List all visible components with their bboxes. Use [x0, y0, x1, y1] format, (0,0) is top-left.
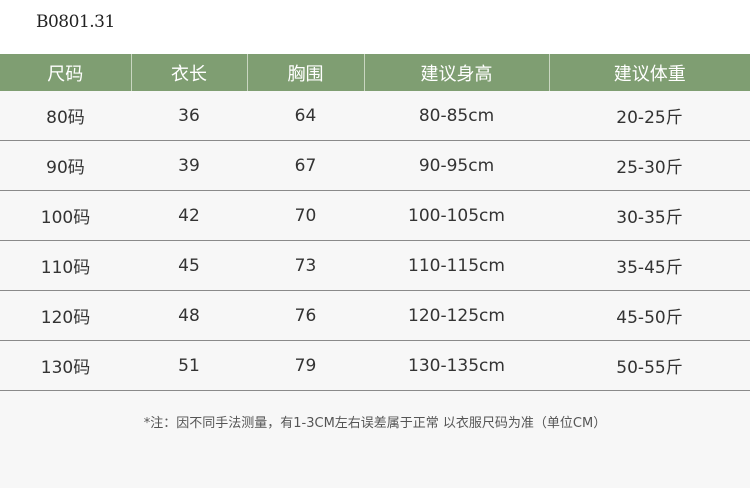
- cell-length: 42: [131, 190, 247, 241]
- table-row: 100码 42 70 100-105cm 30-35斤: [0, 190, 750, 241]
- table-row: 110码 45 73 110-115cm 35-45斤: [0, 240, 750, 291]
- cell-chest: 64: [247, 91, 364, 141]
- footnote: *注：因不同手法测量，有1-3CM左右误差属于正常 以衣服尺码为准（单位CM）: [143, 416, 607, 431]
- size-chart-table: 尺码 衣长 胸围 建议身高 建议体重 80码 36 64 80-85cm 20-25斤 9…: [0, 54, 750, 391]
- cell-weight: 35-45斤: [549, 240, 750, 291]
- cell-size: 100码: [0, 190, 131, 241]
- top-band: B0801.31: [0, 0, 750, 54]
- cell-weight: 25-30斤: [549, 140, 750, 191]
- header-length: 衣长: [130, 54, 247, 91]
- header-height: 建议身高: [363, 54, 549, 91]
- cell-height: 100-105cm: [364, 190, 549, 241]
- header-weight: 建议体重: [548, 54, 750, 91]
- cell-height: 90-95cm: [364, 140, 549, 191]
- cell-height: 130-135cm: [364, 340, 549, 391]
- cell-chest: 73: [247, 240, 364, 291]
- cell-size: 120码: [0, 290, 131, 341]
- cell-length: 48: [131, 290, 247, 341]
- cell-weight: 20-25斤: [549, 91, 750, 141]
- product-code: B0801.31: [36, 12, 115, 32]
- cell-height: 80-85cm: [364, 91, 549, 141]
- cell-weight: 50-55斤: [549, 340, 750, 391]
- table-row: 130码 51 79 130-135cm 50-55斤: [0, 340, 750, 391]
- cell-chest: 70: [247, 190, 364, 241]
- header-size: 尺码: [0, 54, 131, 91]
- table-row: 80码 36 64 80-85cm 20-25斤: [0, 91, 750, 141]
- cell-size: 80码: [0, 91, 131, 141]
- header-chest: 胸围: [246, 54, 364, 91]
- cell-length: 39: [131, 140, 247, 191]
- cell-size: 130码: [0, 340, 131, 391]
- cell-chest: 67: [247, 140, 364, 191]
- cell-chest: 76: [247, 290, 364, 341]
- table-row: 90码 39 67 90-95cm 25-30斤: [0, 140, 750, 191]
- cell-length: 45: [131, 240, 247, 291]
- cell-length: 36: [131, 91, 247, 141]
- cell-weight: 30-35斤: [549, 190, 750, 241]
- cell-height: 110-115cm: [364, 240, 549, 291]
- cell-length: 51: [131, 340, 247, 391]
- cell-size: 90码: [0, 140, 131, 191]
- cell-chest: 79: [247, 340, 364, 391]
- table-row: 120码 48 76 120-125cm 45-50斤: [0, 290, 750, 341]
- table-header-row: 尺码 衣长 胸围 建议身高 建议体重: [0, 54, 750, 91]
- cell-height: 120-125cm: [364, 290, 549, 341]
- cell-weight: 45-50斤: [549, 290, 750, 341]
- cell-size: 110码: [0, 240, 131, 291]
